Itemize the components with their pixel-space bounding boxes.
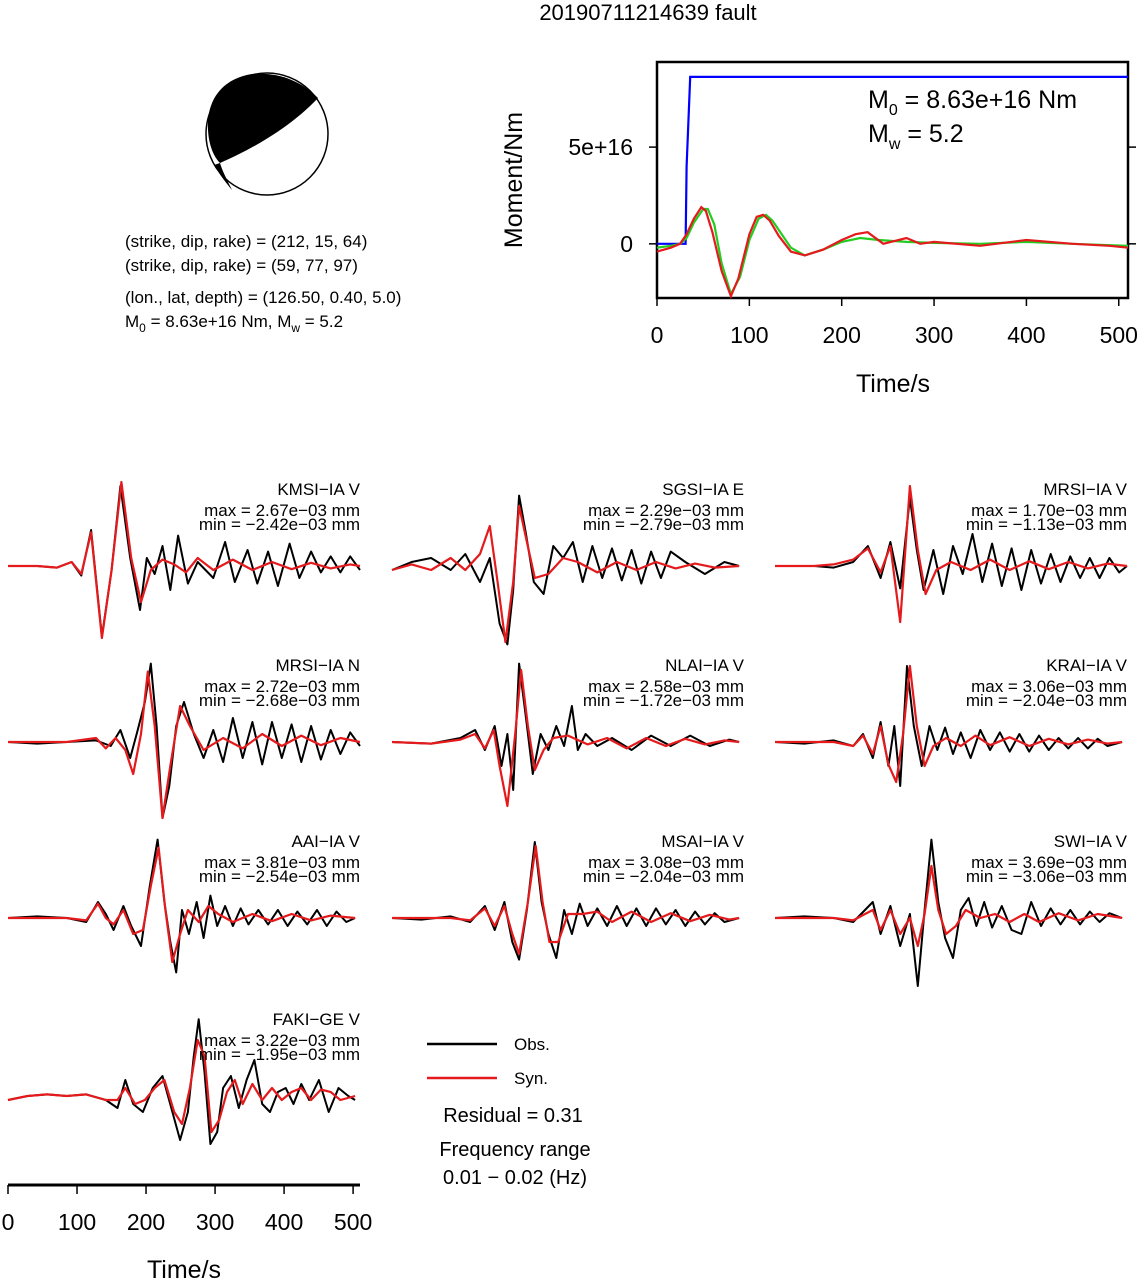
station-min: min = −2.79e−03 mm bbox=[583, 515, 744, 534]
synthetic-waveform bbox=[8, 480, 361, 640]
station-min: min = −2.54e−03 mm bbox=[199, 867, 360, 886]
station-max: max = 2.72e−03 mm bbox=[204, 677, 360, 696]
station-min: min = −2.42e−03 mm bbox=[199, 515, 360, 534]
synthetic-waveform bbox=[775, 664, 1123, 784]
moment-x-tick-label: 400 bbox=[1007, 322, 1045, 348]
station-max: max = 3.22e−03 mm bbox=[204, 1031, 360, 1050]
synthetic-waveform bbox=[8, 670, 361, 820]
waveform-time-axis: 0 100 200 300 400 500 Time/s bbox=[2, 1183, 372, 1281]
source-location: (lon., lat, depth) = (126.50, 0.40, 5.0) bbox=[125, 288, 401, 307]
station-max: max = 2.67e−03 mm bbox=[204, 501, 360, 520]
station-max: max = 3.81e−03 mm bbox=[204, 853, 360, 872]
station-name: SGSI−IA E bbox=[662, 480, 744, 499]
synthetic-waveform bbox=[391, 504, 740, 644]
synthetic-waveform bbox=[391, 668, 740, 808]
moment-x-tick-label: 200 bbox=[823, 322, 861, 348]
moment-y-axis-label: Moment/Nm bbox=[500, 112, 528, 248]
residual-label: Residual = 0.31 bbox=[443, 1105, 583, 1127]
observed-waveform bbox=[775, 497, 1128, 595]
synthetic-waveform bbox=[7, 1038, 356, 1134]
station-min: min = −3.06e−03 mm bbox=[966, 867, 1127, 886]
station-name: KRAI−IA V bbox=[1046, 656, 1127, 675]
moment-x-tick-label: 100 bbox=[730, 322, 768, 348]
station-max: max = 3.06e−03 mm bbox=[971, 677, 1127, 696]
beachball-small-quadrant bbox=[214, 163, 232, 190]
station-name: MRSI−IA N bbox=[275, 656, 360, 675]
legend-syn-label: Syn. bbox=[514, 1069, 548, 1088]
station-max: max = 3.69e−03 mm bbox=[971, 853, 1127, 872]
moment-x-axis-label: Time/s bbox=[856, 370, 930, 398]
station-max: max = 1.70e−03 mm bbox=[971, 501, 1127, 520]
station-name: AAI−IA V bbox=[291, 832, 360, 851]
nodal-plane-1: (strike, dip, rake) = (212, 15, 64) bbox=[125, 232, 367, 251]
moment-y-tick-label: 5e+16 bbox=[568, 134, 633, 160]
station-min: min = −2.04e−03 mm bbox=[583, 867, 744, 886]
station-name: MSAI−IA V bbox=[661, 832, 744, 851]
moment-rate-panel: 0 100 200 300 400 500 0 5e+16 Time/s Moment/Nm… bbox=[500, 60, 1138, 398]
moment-series-line-1 bbox=[656, 207, 1129, 297]
frequency-range-label: Frequency range bbox=[439, 1139, 590, 1161]
moment-y-tick-label: 0 bbox=[620, 231, 633, 257]
station-min: min = −1.72e−03 mm bbox=[583, 691, 744, 710]
station-name: FAKI−GE V bbox=[273, 1010, 361, 1029]
moment-x-tick-label: 0 bbox=[651, 322, 664, 348]
station-name: KMSI−IA V bbox=[277, 480, 360, 499]
frequency-range-value: 0.01 − 0.02 (Hz) bbox=[443, 1167, 587, 1189]
synthetic-waveform bbox=[775, 484, 1128, 624]
station-name: NLAI−IA V bbox=[665, 656, 745, 675]
waveform-x-tick-label: 400 bbox=[265, 1209, 303, 1235]
source-info: (strike, dip, rake) = (212, 15, 64) (str… bbox=[125, 232, 401, 335]
synthetic-waveform bbox=[392, 844, 740, 956]
beachball bbox=[205, 72, 329, 196]
moment-plot-frame bbox=[655, 60, 1130, 300]
station-min: min = −2.68e−03 mm bbox=[199, 691, 360, 710]
waveform-x-tick-label: 100 bbox=[58, 1209, 96, 1235]
beachball-compressional-quadrant bbox=[207, 73, 318, 163]
station-max: max = 3.08e−03 mm bbox=[588, 853, 744, 872]
waveform-x-tick-label: 200 bbox=[127, 1209, 165, 1235]
waveform-x-tick-label: 300 bbox=[196, 1209, 234, 1235]
moment-x-tick-label: 500 bbox=[1100, 322, 1138, 348]
legend-obs-label: Obs. bbox=[514, 1035, 550, 1054]
station-max: max = 2.29e−03 mm bbox=[588, 501, 744, 520]
moment-series-line-2 bbox=[656, 205, 1129, 300]
station-min: min = −1.13e−03 mm bbox=[966, 515, 1127, 534]
station-min: min = −1.95e−03 mm bbox=[199, 1045, 360, 1064]
waveform-x-tick-label: 500 bbox=[334, 1209, 372, 1235]
station-max: max = 2.58e−03 mm bbox=[588, 677, 744, 696]
waveform-x-axis-label: Time/s bbox=[147, 1256, 221, 1281]
synthetic-waveform bbox=[8, 846, 356, 964]
station-name: MRSI−IA V bbox=[1043, 480, 1127, 499]
station-min: min = −2.04e−03 mm bbox=[966, 691, 1127, 710]
moment-mw-label: Mw = 5.2 bbox=[868, 120, 964, 153]
moment-magnitude-line: M0 = 8.63e+16 Nm, Mw = 5.2 bbox=[125, 312, 343, 335]
figure-title: 20190711214639 fault bbox=[539, 0, 756, 25]
moment-x-tick-label: 300 bbox=[915, 322, 953, 348]
legend: Obs. Syn. bbox=[427, 1035, 550, 1088]
synthetic-waveform bbox=[775, 864, 1123, 948]
waveform-x-tick-label: 0 bbox=[2, 1209, 15, 1235]
station-name: SWI−IA V bbox=[1054, 832, 1128, 851]
observed-waveform bbox=[7, 1018, 356, 1145]
moment-m0-label: M0 = 8.63e+16 Nm bbox=[868, 86, 1077, 119]
nodal-plane-2: (strike, dip, rake) = (59, 77, 97) bbox=[125, 256, 358, 275]
